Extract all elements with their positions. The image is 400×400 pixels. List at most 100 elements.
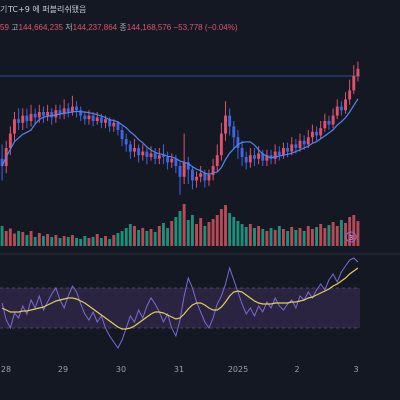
candle-body (344, 99, 347, 111)
candle-body (133, 148, 136, 152)
candle-body (190, 169, 194, 181)
volume-bar (46, 234, 50, 246)
candle-body (211, 166, 215, 175)
rsi-ma-line (1, 267, 359, 330)
indicator-badge-circle[interactable] (345, 231, 357, 243)
volume-bar (182, 204, 186, 246)
header-line-2: 59 고144,664,235 저144,237,864 종144,168,57… (0, 22, 238, 33)
candle-body (120, 130, 124, 139)
x-tick-label: 2 (294, 365, 299, 374)
candle-body (66, 108, 70, 112)
volume-bar (124, 228, 128, 246)
candle-body (50, 112, 54, 118)
candle-body (348, 90, 352, 100)
volume-bar (128, 224, 132, 246)
volume-bar (195, 224, 198, 246)
candle-body (244, 157, 248, 163)
volume-bar (112, 235, 116, 246)
candle-body (228, 115, 232, 127)
candle-body (79, 110, 83, 116)
volume-bar (190, 215, 194, 246)
volume-bar (141, 228, 145, 246)
volume-bar (211, 219, 215, 246)
x-tick-label: 30 (116, 365, 126, 374)
rsi-band (0, 288, 360, 328)
volume-bar (215, 215, 219, 246)
candle-body (253, 155, 256, 159)
candle-body (99, 117, 103, 123)
volume-bar (42, 236, 45, 246)
candle-body (112, 122, 116, 127)
candle-body (224, 115, 227, 134)
volume-bar (99, 238, 103, 246)
volume-bar (87, 238, 91, 246)
volume-bar (116, 233, 120, 246)
volume-bar (344, 223, 347, 246)
candle-body (162, 155, 165, 157)
volume-bar (166, 228, 170, 246)
candle-body (203, 173, 207, 181)
volume-bar (174, 217, 178, 246)
candle-body (54, 110, 58, 118)
volume-bar (335, 226, 339, 246)
volume-bar (228, 213, 232, 246)
candle-body (141, 151, 145, 156)
candle-body (46, 112, 50, 116)
candle-body (323, 121, 327, 129)
candle-body (282, 148, 285, 156)
candle-body (232, 126, 236, 138)
candle-body (273, 151, 277, 159)
volume-bar (348, 217, 352, 246)
candle-body (116, 122, 120, 130)
candle-body (352, 76, 356, 91)
header-line-1: 기 (0, 4, 7, 15)
candle-body (8, 133, 12, 148)
high-value: 144,664,235 (18, 23, 64, 32)
candle-body (153, 153, 157, 159)
volume-bar (50, 237, 54, 246)
volume-bar (25, 235, 29, 246)
candle-body (310, 131, 314, 138)
candle-body (21, 115, 25, 123)
volume-bar (236, 221, 240, 246)
candle-body (277, 151, 281, 156)
low-value: 144,237,864 (72, 23, 118, 32)
volume-bar (75, 238, 78, 246)
volume-bar (298, 228, 302, 246)
candle-body (83, 115, 87, 120)
candle-body (37, 112, 41, 118)
header-line1-suffix: 기 (0, 5, 8, 14)
ohlc-prefix: 59 (0, 23, 9, 32)
candle-body (261, 153, 265, 161)
candle-body (257, 153, 261, 159)
volume-bar (253, 228, 256, 246)
candle-body (166, 157, 170, 163)
candle-body (319, 128, 323, 136)
low-label: 저 (65, 23, 73, 32)
volume-bar (356, 221, 360, 246)
volume-bar (282, 229, 285, 246)
volume-bar (58, 238, 62, 246)
indicator-badge-text: 3 (349, 234, 353, 242)
close-value: 144,168,576 (126, 23, 172, 32)
candle-body (42, 112, 45, 116)
candle-body (182, 162, 186, 177)
volume-bar (323, 228, 327, 246)
candle-body (58, 110, 62, 114)
x-tick-label: 31 (174, 365, 184, 374)
candle-body (178, 166, 182, 177)
volume-bar (8, 228, 12, 246)
volume-bar (186, 220, 190, 246)
candle-body (13, 119, 16, 134)
candle-body (174, 158, 178, 166)
candle-body (186, 162, 190, 170)
candle-body (215, 155, 219, 166)
candle-body (124, 139, 128, 145)
rsi-line (1, 257, 359, 349)
candle-body (327, 121, 331, 125)
candle-body (335, 106, 339, 116)
candle-body (95, 117, 99, 121)
volume-bar (273, 230, 277, 246)
